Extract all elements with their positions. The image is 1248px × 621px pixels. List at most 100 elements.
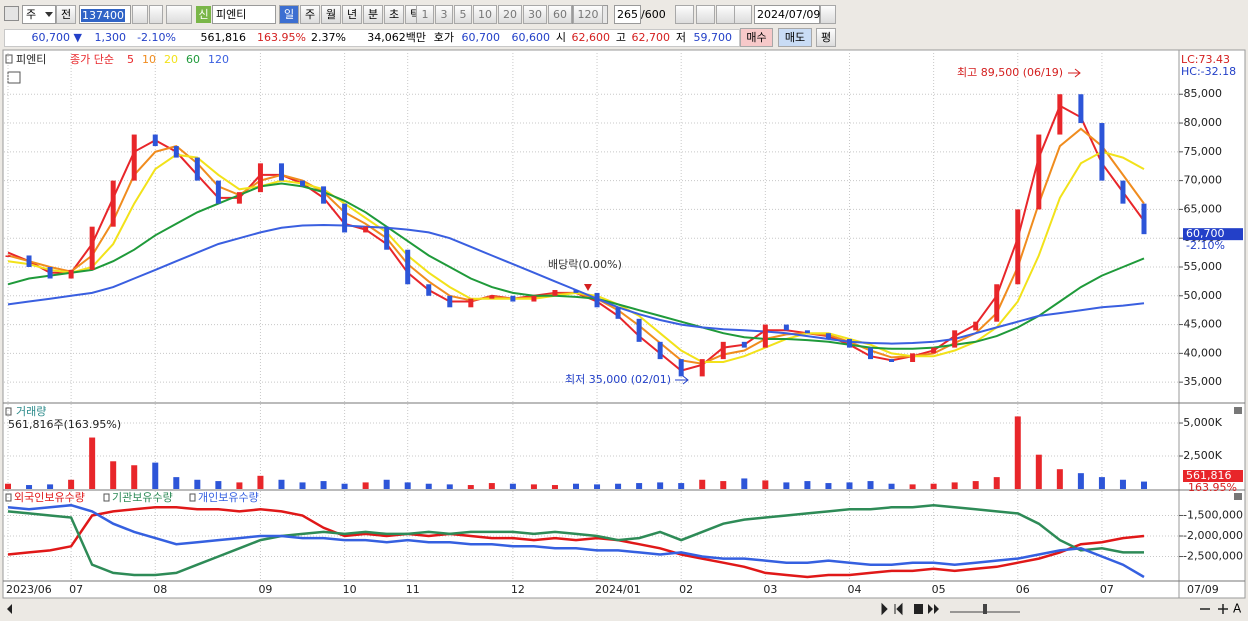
y-tick-label: 2,500K <box>1183 449 1222 462</box>
x-tick-label: 04 <box>847 583 861 596</box>
annotation: 최저 35,000 (02/01) <box>565 373 671 386</box>
ask-label: 호가 <box>433 31 454 44</box>
list-button[interactable] <box>149 5 163 24</box>
candle <box>363 226 369 233</box>
candle <box>552 290 558 296</box>
volume-bar <box>68 479 75 489</box>
x-tick-label: 2023/06 <box>6 583 52 596</box>
font-button[interactable]: A <box>1233 602 1242 616</box>
volume-bar <box>846 482 853 489</box>
interval-button[interactable]: 3 <box>435 5 453 24</box>
interval-button[interactable]: 5 <box>454 5 472 24</box>
volume-bar <box>573 483 579 489</box>
scroll-left[interactable] <box>7 604 12 614</box>
period-button[interactable]: 초 <box>384 5 404 24</box>
search-button[interactable] <box>132 5 148 24</box>
y-tick-label: -2,000,000 <box>1183 529 1243 542</box>
volume-bar <box>1119 479 1126 489</box>
settings-button[interactable] <box>734 5 752 24</box>
calendar-button[interactable] <box>820 5 836 24</box>
count-input[interactable]: 265 <box>614 5 641 24</box>
last-volume-rate: 163.95% <box>1188 481 1237 494</box>
volume-bar <box>383 479 390 489</box>
volume-bar <box>720 481 727 489</box>
candle <box>1141 203 1147 235</box>
panel-button[interactable] <box>1234 407 1242 414</box>
sound-button[interactable] <box>166 5 192 24</box>
volume-bar <box>320 481 327 489</box>
volume-bar <box>194 479 201 489</box>
candle <box>973 321 979 331</box>
tool-button[interactable] <box>696 5 715 24</box>
period-button[interactable]: 주 <box>300 5 320 24</box>
last-price-box <box>1183 228 1243 241</box>
open: 62,600 <box>571 31 611 44</box>
zoom-buttons[interactable] <box>1200 604 1228 614</box>
period-button[interactable]: 분 <box>363 5 383 24</box>
interval-button[interactable]: 10 <box>473 5 497 24</box>
stop-button[interactable] <box>914 604 923 614</box>
volume-bar <box>1056 469 1063 489</box>
bid: 60,600 <box>511 31 551 44</box>
low-label: 저 <box>675 31 686 44</box>
ask: 60,700 <box>461 31 501 44</box>
period-button[interactable]: 년 <box>342 5 362 24</box>
panel-icon[interactable] <box>7 71 21 84</box>
candle <box>278 163 284 181</box>
interval-button[interactable]: 30 <box>523 5 547 24</box>
panel-button[interactable] <box>1234 493 1242 500</box>
candle <box>783 324 789 331</box>
buy-button[interactable]: 매수 <box>740 28 773 47</box>
candle <box>1120 180 1126 204</box>
panel-title: 거래량 <box>16 405 46 418</box>
candle <box>26 255 32 267</box>
interval-button[interactable]: 1 <box>416 5 434 24</box>
candle <box>426 284 432 296</box>
market-select[interactable]: 주 <box>22 5 56 24</box>
candle <box>47 266 53 279</box>
annotation: 배당락(0.00%) <box>548 258 622 271</box>
name-input[interactable]: 피엔티 <box>212 5 276 24</box>
y-tick-label: 85,000 <box>1184 87 1223 100</box>
sell-button[interactable]: 매도 <box>778 28 812 47</box>
interval-button[interactable]: 20 <box>498 5 522 24</box>
x-tick-label: 02 <box>679 583 693 596</box>
tool-button[interactable] <box>675 5 694 24</box>
annotation: 최고 89,500 (06/19) <box>957 66 1063 79</box>
play-button[interactable] <box>928 604 939 614</box>
volume-bar <box>951 482 958 489</box>
date-input[interactable]: 2024/07/09 <box>754 5 820 24</box>
avg-button[interactable]: 평 <box>816 28 836 47</box>
candle <box>720 341 726 360</box>
volume-bar <box>741 478 748 489</box>
y-tick-label: -1,500,000 <box>1183 508 1243 521</box>
prev-button[interactable]: 전 <box>56 5 76 24</box>
interval-button[interactable]: 60 <box>548 5 572 24</box>
y-tick-label: 55,000 <box>1184 260 1223 273</box>
period-button[interactable]: 월 <box>321 5 341 24</box>
x-end-label: 07/09 <box>1187 583 1219 596</box>
candle <box>825 333 831 339</box>
x-tick-label: 2024/01 <box>595 583 641 596</box>
volume-bar <box>993 477 1000 489</box>
candle <box>994 284 1000 322</box>
x-tick-label: 05 <box>932 583 946 596</box>
volume-bar <box>699 479 706 489</box>
scroll-controls[interactable] <box>881 602 903 616</box>
series-line <box>7 503 1145 579</box>
interval-button[interactable]: 120 <box>573 5 603 24</box>
volume-bar <box>972 481 979 489</box>
volume-bar <box>404 482 411 489</box>
x-tick-label: 08 <box>153 583 167 596</box>
volume-bar <box>215 481 222 489</box>
menu-icon[interactable] <box>4 6 19 21</box>
candle <box>342 203 348 233</box>
legend-prefix: 종가 단순 <box>70 53 114 66</box>
zoom-thumb[interactable] <box>983 604 987 614</box>
period-button[interactable]: 일 <box>279 5 299 24</box>
code-input[interactable]: 137400 <box>79 5 131 24</box>
x-tick-label: 07 <box>69 583 83 596</box>
x-tick-label: 07 <box>1100 583 1114 596</box>
